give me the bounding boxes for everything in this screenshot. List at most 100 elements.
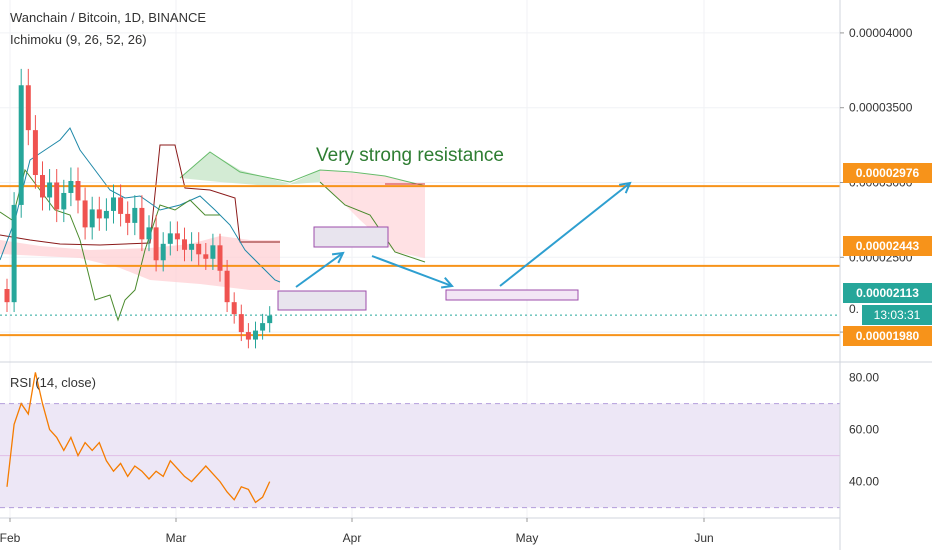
time-tick-label: Feb — [0, 531, 21, 545]
candle-body — [68, 181, 74, 193]
mid-price-tag: 0.00002443 — [843, 236, 932, 256]
rsi-tick-label: 40.00 — [849, 475, 879, 489]
candle — [139, 195, 145, 252]
candle-body — [231, 302, 237, 315]
candle — [11, 192, 17, 313]
candle-body — [40, 175, 45, 198]
candle — [260, 313, 266, 340]
candle-body — [253, 330, 258, 340]
candle — [153, 215, 159, 272]
time-tick-label: May — [516, 531, 539, 545]
candle-body — [61, 192, 67, 210]
arrow-shaft-2 — [499, 182, 631, 287]
candle-body — [82, 200, 88, 228]
candle — [160, 232, 166, 272]
price-tick-label: 0.00004000 — [849, 26, 913, 40]
candle — [82, 187, 88, 240]
candle-body — [11, 204, 17, 303]
levels-layer — [0, 185, 840, 337]
rsi-tick-label: 60.00 — [849, 423, 879, 437]
resistance-annotation[interactable]: Very strong resistance — [316, 145, 504, 166]
candle — [4, 278, 10, 313]
candle — [196, 232, 202, 266]
candle — [32, 115, 38, 189]
candle — [111, 184, 116, 224]
ichimoku-span-b — [319, 181, 426, 263]
last-price-tag: 0.00002113 — [843, 283, 932, 303]
candle — [25, 68, 31, 146]
candle — [75, 167, 81, 214]
candle-body — [89, 209, 95, 228]
candle — [118, 184, 124, 227]
ichimoku-label: Ichimoku (9, 26, 52, 26) — [10, 32, 147, 47]
candle-body — [260, 323, 266, 331]
candle-body — [25, 85, 31, 131]
candle — [132, 195, 138, 236]
candle — [203, 242, 209, 270]
candle-body — [245, 332, 251, 340]
rsi-label: RSI (14, close) — [10, 375, 96, 390]
candle-body — [174, 233, 180, 240]
ichimoku-span-a — [179, 151, 426, 187]
ichimoku-kijun-line — [0, 144, 280, 246]
drawings-layer — [277, 181, 632, 311]
arrow-shaft-1 — [371, 255, 453, 287]
candle — [146, 215, 152, 252]
candle — [174, 221, 180, 252]
ichimoku-tenkan-line — [0, 127, 281, 283]
candle-body — [160, 243, 166, 261]
ichimoku-layer — [0, 127, 426, 322]
candle-body — [238, 314, 244, 333]
ichimoku-cloud-bear — [0, 236, 280, 290]
candle-body — [189, 243, 195, 250]
candle-body — [118, 197, 124, 214]
candle — [18, 68, 24, 218]
projection-box-3 — [445, 289, 579, 301]
candle-body — [182, 239, 187, 250]
candle — [103, 198, 109, 231]
candle-body — [125, 213, 131, 223]
candle — [231, 292, 237, 324]
ichimoku-cloud-bear-future — [320, 170, 425, 258]
candle-body — [267, 315, 273, 324]
rsi-line — [6, 372, 271, 504]
candle — [210, 233, 216, 270]
arrow-head-1 — [440, 277, 454, 289]
arrow-shaft-0 — [295, 252, 344, 288]
candle-body — [47, 182, 53, 198]
candle-body — [75, 181, 81, 201]
candle-body — [96, 209, 102, 219]
candle-body — [18, 85, 24, 205]
candle-body — [132, 207, 138, 223]
candle-body — [210, 245, 216, 259]
candle-body — [196, 243, 202, 255]
candle — [253, 321, 258, 349]
candle — [238, 304, 244, 342]
candle — [245, 323, 251, 349]
candle — [68, 167, 74, 207]
rsi-layer — [0, 361, 932, 509]
candle — [89, 196, 95, 240]
candle-body — [167, 233, 173, 244]
candle-body — [139, 207, 145, 240]
candle — [54, 169, 60, 223]
candle-body — [224, 270, 230, 303]
candle — [217, 233, 223, 282]
projection-box-2 — [313, 226, 389, 248]
candle-body — [153, 227, 159, 261]
candle — [47, 169, 53, 211]
candle-body — [32, 130, 38, 176]
candle-body — [217, 245, 223, 271]
candle-body — [146, 227, 152, 240]
candle — [267, 306, 273, 333]
candle-body — [103, 210, 109, 219]
candle-body — [54, 182, 60, 210]
arrow-head-2 — [618, 181, 632, 194]
ichimoku-cloud-bull — [180, 152, 320, 186]
candle — [167, 221, 173, 256]
symbol-title: Wanchain / Bitcoin, 1D, BINANCE — [10, 10, 207, 25]
candles-layer — [4, 68, 273, 349]
rsi-tick-label: 80.00 — [849, 371, 879, 385]
